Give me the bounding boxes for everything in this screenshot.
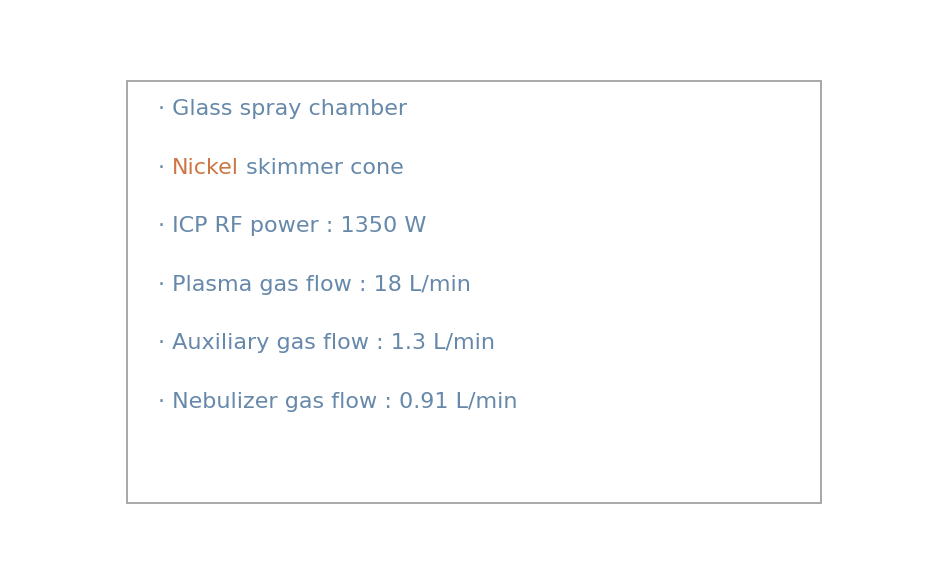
Text: Nickel: Nickel <box>172 158 240 178</box>
Text: · Nebulizer gas flow : 0.91 L/min: · Nebulizer gas flow : 0.91 L/min <box>158 392 518 412</box>
Text: · ICP RF power : 1350 W: · ICP RF power : 1350 W <box>158 216 426 236</box>
Text: ·: · <box>158 158 172 178</box>
Text: skimmer cone: skimmer cone <box>240 158 404 178</box>
Text: · Glass spray chamber: · Glass spray chamber <box>158 99 407 120</box>
Text: · Plasma gas flow : 18 L/min: · Plasma gas flow : 18 L/min <box>158 275 471 295</box>
Text: · Auxiliary gas flow : 1.3 L/min: · Auxiliary gas flow : 1.3 L/min <box>158 334 495 354</box>
FancyBboxPatch shape <box>128 81 820 503</box>
